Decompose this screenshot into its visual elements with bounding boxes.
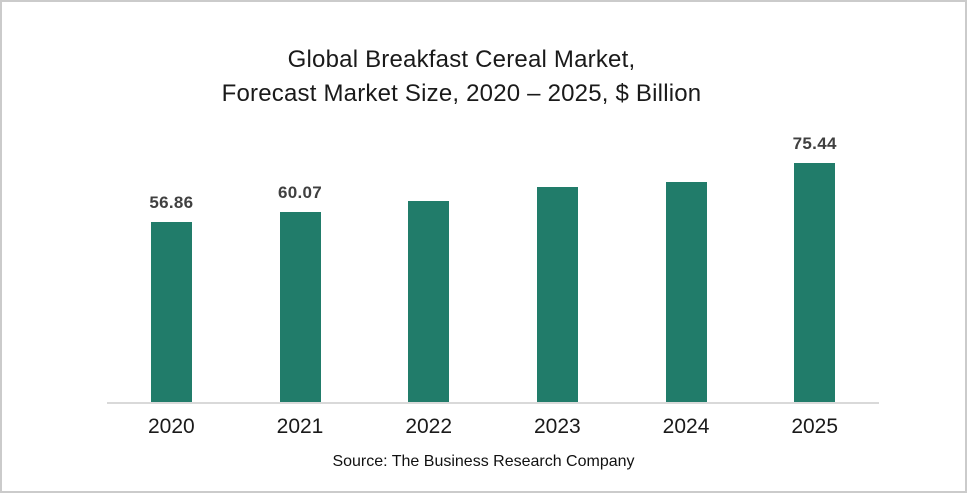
bar-cell-2024 <box>622 182 751 402</box>
plot-area: 56.86 60.07 75.44 <box>107 130 879 404</box>
bar-cell-2025: 75.44 <box>750 134 879 402</box>
bar-2023 <box>536 187 578 402</box>
bar-cell-2022 <box>364 201 493 402</box>
bar-cell-2020: 56.86 <box>107 193 236 402</box>
bar-cell-2021: 60.07 <box>236 183 365 402</box>
bar-cell-2023 <box>493 187 622 402</box>
bar-2025 <box>794 163 836 402</box>
x-tick-2020: 2020 <box>147 415 195 438</box>
bar-2020 <box>150 222 192 402</box>
bar-2021 <box>279 212 321 402</box>
data-label-2021: 60.07 <box>277 183 323 202</box>
x-axis-labels: 2020 2021 2022 2023 2024 2025 <box>107 415 879 439</box>
bars-container: 56.86 60.07 75.44 <box>107 130 879 402</box>
x-tick-2022: 2022 <box>405 415 453 438</box>
x-tick-2024: 2024 <box>662 415 710 438</box>
x-tick-2023: 2023 <box>533 415 581 438</box>
data-label-2020: 56.86 <box>149 193 194 212</box>
x-tick-2025: 2025 <box>791 415 839 438</box>
source-caption: Source: The Business Research Company <box>332 453 635 470</box>
chart-title-line1: Global Breakfast Cereal Market, <box>287 46 636 73</box>
x-tick-2021: 2021 <box>276 415 324 438</box>
chart-title: Global Breakfast Cereal Market, Forecast… <box>2 43 965 111</box>
bar-2022 <box>408 201 450 402</box>
chart-title-line2: Forecast Market Size, 2020 – 2025, $ Bil… <box>221 80 702 107</box>
bar-2024 <box>665 182 707 402</box>
data-label-2025: 75.44 <box>792 134 837 153</box>
